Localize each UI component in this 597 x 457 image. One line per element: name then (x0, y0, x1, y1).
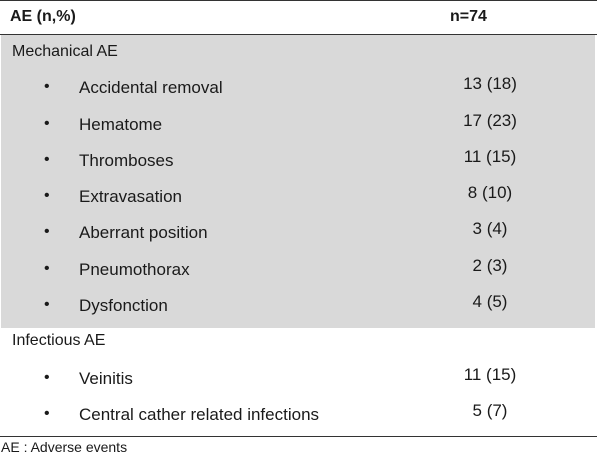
row-label: Veinitis (79, 369, 133, 388)
row-value: 13 (18) (463, 74, 517, 93)
row-value: 2 (3) (472, 256, 508, 275)
row-label: Dysfonction (79, 296, 168, 315)
table-row: • Thromboses 11 (15) (0, 147, 597, 187)
row-label: Central cather related infections (79, 405, 320, 424)
row-value: 8 (10) (467, 183, 513, 202)
bullet: • (44, 369, 50, 386)
bullet: • (44, 260, 50, 277)
mechanical-shade (1, 35, 595, 328)
row-label: Extravasation (79, 187, 182, 206)
row-label: Accidental removal (79, 78, 223, 97)
table-header: AE (n,%) n=74 (0, 0, 597, 34)
top-rule (0, 0, 597, 1)
row-value: 3 (4) (472, 219, 508, 238)
table-row: • Aberrant position 3 (4) (0, 219, 597, 259)
row-value: 17 (23) (463, 111, 517, 130)
bullet: • (44, 187, 50, 204)
bottom-rule (0, 436, 597, 437)
group-row-infectious: Infectious AE (0, 326, 597, 362)
row-value: 5 (7) (472, 401, 508, 420)
table-row: • Central cather related infections 5 (7… (0, 401, 597, 441)
group-row-mechanical: Mechanical AE (0, 37, 597, 73)
table-row: • Veinitis 11 (15) (0, 365, 597, 405)
row-value: 11 (15) (463, 147, 517, 166)
table-row: • Accidental removal 13 (18) (0, 74, 597, 114)
bullet: • (44, 115, 50, 132)
row-label: Pneumothorax (79, 260, 190, 279)
row-value: 11 (15) (463, 365, 517, 384)
group-label: Mechanical AE (12, 43, 118, 60)
table-row: • Extravasation 8 (10) (0, 183, 597, 223)
header-n: n=74 (450, 8, 487, 25)
bullet: • (44, 78, 50, 95)
bullet: • (44, 405, 50, 422)
row-label: Aberrant position (79, 223, 208, 242)
header-label: AE (n,%) (10, 8, 76, 25)
table-row: • Hematome 17 (23) (0, 111, 597, 151)
row-value: 4 (5) (472, 292, 508, 311)
bullet: • (44, 151, 50, 168)
table-row: • Dysfonction 4 (5) (0, 292, 597, 332)
footnote: AE : Adverse events (1, 439, 128, 455)
header-rule (0, 34, 597, 35)
table-row: • Pneumothorax 2 (3) (0, 256, 597, 296)
bullet: • (44, 296, 50, 313)
row-label: Thromboses (79, 151, 174, 170)
bullet: • (44, 223, 50, 240)
row-label: Hematome (79, 115, 163, 134)
group-label: Infectious AE (12, 332, 106, 349)
